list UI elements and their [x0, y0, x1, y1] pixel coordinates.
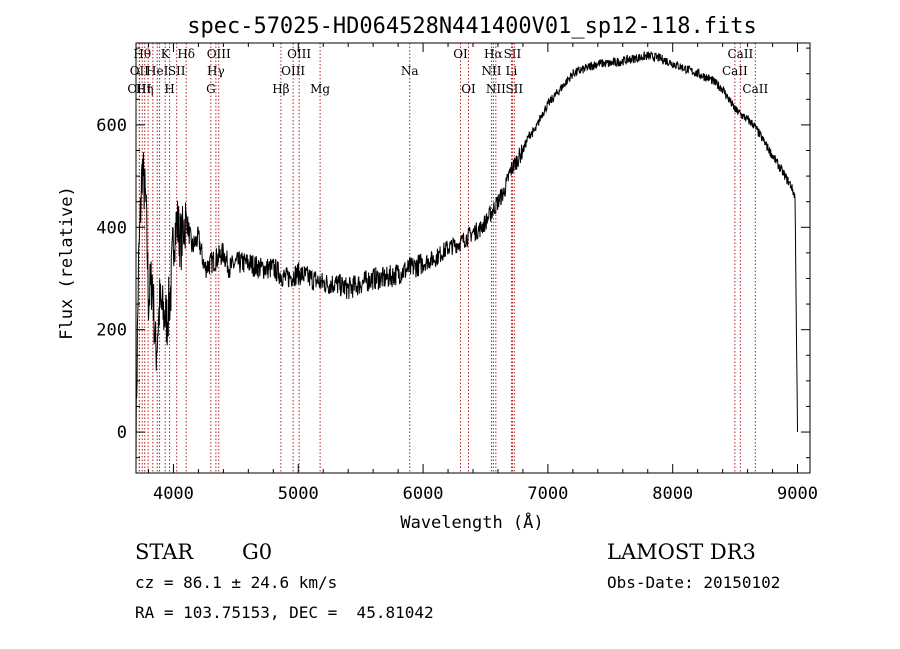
redshift-cz: cz = 86.1 ± 24.6 km/s: [135, 573, 338, 592]
object-type: STAR: [135, 540, 194, 564]
y-tick-label: 600: [96, 116, 127, 136]
spectral-line-label: OI: [461, 82, 476, 96]
x-tick-label: 6000: [403, 484, 444, 504]
spectral-line-label: Hβ: [272, 82, 289, 96]
spectral-line-label: Li: [506, 64, 518, 78]
spectral-line-label: Hγ: [207, 64, 225, 78]
y-tick-label: 400: [96, 218, 127, 238]
y-tick-label: 200: [96, 321, 127, 341]
spectral-line-label: SII: [504, 47, 522, 61]
axis-ticks-layer: 4000 5000 6000 7000 8000 9000 0 200 400 600: [96, 43, 818, 504]
spectral-line-label: Na: [401, 64, 419, 78]
spectral-line-label: H: [164, 82, 174, 96]
chart-title: spec-57025-HD064528N441400V01_sp12-118.f…: [187, 14, 757, 39]
spectral-line-label: NII: [481, 64, 501, 78]
spectral-line-label: CaII: [722, 64, 748, 78]
spectral-line-label: Hθ: [133, 47, 151, 61]
x-tick-label: 4000: [153, 484, 194, 504]
y-tick-label: 0: [117, 423, 127, 443]
x-tick-label: 5000: [278, 484, 319, 504]
spectrum-line: [135, 50, 798, 463]
x-axis-label: Wavelength (Å): [400, 511, 543, 533]
observation-date: Obs-Date: 20150102: [607, 573, 781, 592]
spectral-line-label: HeI: [146, 64, 169, 78]
coordinates: RA = 103.75153, DEC = 45.81042: [135, 603, 434, 622]
y-axis-label: Flux (relative): [57, 186, 77, 340]
spectral-line-label: NII: [486, 82, 506, 96]
spectral-line-label: Hδ: [177, 47, 195, 61]
spectral-line-label: SII: [168, 64, 186, 78]
survey-name: LAMOST DR3: [607, 540, 756, 564]
spectral-line-label: OI: [453, 47, 468, 61]
object-subclass: G0: [242, 540, 273, 564]
x-tick-label: 8000: [652, 484, 693, 504]
spectral-line-label: CaII: [742, 82, 768, 96]
spectral-line-label: K: [161, 47, 171, 61]
spectral-line-label: OIII: [207, 47, 231, 61]
spectral-line-label: Hη: [136, 82, 154, 96]
x-tick-label: 7000: [527, 484, 568, 504]
x-tick-label: 9000: [777, 484, 818, 504]
spectral-line-label: OIII: [281, 64, 305, 78]
spectral-line-label: CaII: [727, 47, 753, 61]
plot-frame: [135, 42, 811, 474]
spectral-line-label: Hα: [484, 47, 503, 61]
spectral-line-label: OIII: [287, 47, 311, 61]
spectral-line-label: SII: [505, 82, 523, 96]
spectral-line-label: Mg: [310, 82, 330, 96]
spectral-line-label: G: [206, 82, 216, 96]
spectral-line-label: OIII: [127, 82, 151, 96]
